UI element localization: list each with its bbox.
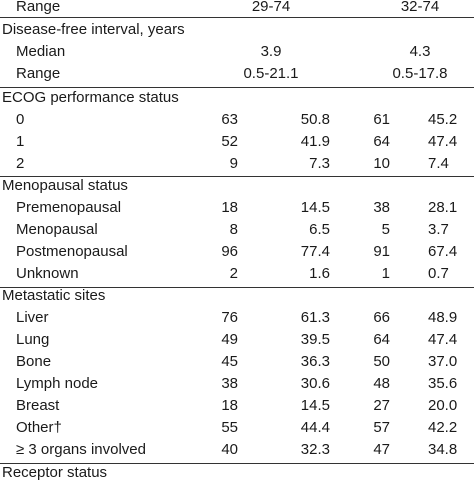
pct-group2: 7.4 [428, 155, 449, 172]
n-group2: 91 [373, 243, 390, 260]
row-label: Postmenopausal [16, 243, 128, 260]
row-label: Median [16, 43, 66, 60]
row-label: 1 [16, 133, 25, 150]
n-group1: 9 [229, 155, 238, 172]
divider [0, 87, 474, 88]
row-label: Lung [16, 331, 50, 348]
row-label: Menopausal [16, 221, 98, 238]
pct-group2: 47.4 [428, 331, 458, 348]
pct-group1: 1.6 [309, 265, 330, 282]
pct-group2: 67.4 [428, 243, 458, 260]
group2-value: 0.5-17.8 [392, 65, 448, 82]
row-label: Range [16, 65, 61, 82]
row-label: 2 [16, 155, 25, 172]
n-group1: 38 [221, 375, 238, 392]
n-group2: 64 [373, 133, 390, 150]
group2-value: 4.3 [409, 43, 431, 60]
n-group2: 47 [373, 441, 390, 458]
section-header: Metastatic sites [2, 287, 106, 304]
pct-group2: 47.4 [428, 133, 458, 150]
n-group1: 8 [229, 221, 238, 238]
n-group1: 2 [229, 265, 238, 282]
n-group2: 10 [373, 155, 390, 172]
n-group1: 49 [221, 331, 238, 348]
group1-value: 0.5-21.1 [243, 65, 299, 82]
row-label: ≥ 3 organs involved [16, 441, 146, 458]
section-header: Receptor status [2, 464, 108, 481]
n-group1: 18 [221, 199, 238, 216]
pct-group2: 34.8 [428, 441, 458, 458]
divider [0, 287, 474, 288]
pct-group1: 36.3 [300, 353, 330, 370]
n-group1: 52 [221, 133, 238, 150]
n-group1: 96 [221, 243, 238, 260]
row-label: Bone [16, 353, 52, 370]
pct-group2: 3.7 [428, 221, 449, 238]
n-group2: 5 [381, 221, 390, 238]
divider [0, 176, 474, 177]
row-label: 0 [16, 111, 25, 128]
n-group1: 55 [221, 419, 238, 436]
pct-group1: 14.5 [300, 199, 330, 216]
n-group1: 40 [221, 441, 238, 458]
n-group1: 76 [221, 309, 238, 326]
row-label: Lymph node [16, 375, 99, 392]
n-group2: 57 [373, 419, 390, 436]
divider [0, 17, 474, 18]
pct-group1: 61.3 [300, 309, 330, 326]
n-group2: 66 [373, 309, 390, 326]
group2-value: 32-74 [400, 0, 440, 15]
row-label: Liver [16, 309, 49, 326]
n-group2: 1 [381, 265, 390, 282]
row-label: Unknown [16, 265, 79, 282]
row-label: Other† [16, 419, 62, 436]
pct-group1: 39.5 [300, 331, 330, 348]
pct-group1: 30.6 [300, 375, 330, 392]
pct-group2: 20.0 [428, 397, 458, 414]
n-group1: 45 [221, 353, 238, 370]
group1-value: 29-74 [251, 0, 291, 15]
pct-group1: 41.9 [300, 133, 330, 150]
pct-group1: 77.4 [300, 243, 330, 260]
n-group2: 38 [373, 199, 390, 216]
n-group2: 48 [373, 375, 390, 392]
pct-group1: 14.5 [300, 397, 330, 414]
n-group2: 64 [373, 331, 390, 348]
n-group2: 50 [373, 353, 390, 370]
pct-group1: 44.4 [300, 419, 330, 436]
pct-group2: 0.7 [428, 265, 449, 282]
section-header: Menopausal status [2, 177, 128, 194]
pct-group2: 42.2 [428, 419, 458, 436]
n-group2: 27 [373, 397, 390, 414]
divider [0, 463, 474, 464]
pct-group1: 6.5 [309, 221, 330, 238]
pct-group2: 35.6 [428, 375, 458, 392]
row-label: Premenopausal [16, 199, 122, 216]
section-header: Disease-free interval, years [2, 21, 185, 38]
pct-group2: 45.2 [428, 111, 458, 128]
n-group2: 61 [373, 111, 390, 128]
n-group1: 18 [221, 397, 238, 414]
pct-group1: 50.8 [300, 111, 330, 128]
section-header: ECOG performance status [2, 89, 179, 106]
n-group1: 63 [221, 111, 238, 128]
pct-group2: 28.1 [428, 199, 458, 216]
group1-value: 3.9 [260, 43, 282, 60]
pct-group1: 7.3 [309, 155, 330, 172]
row-label: Breast [16, 397, 60, 414]
row-label: Range [16, 0, 61, 15]
pct-group2: 37.0 [428, 353, 458, 370]
pct-group1: 32.3 [300, 441, 330, 458]
pct-group2: 48.9 [428, 309, 458, 326]
